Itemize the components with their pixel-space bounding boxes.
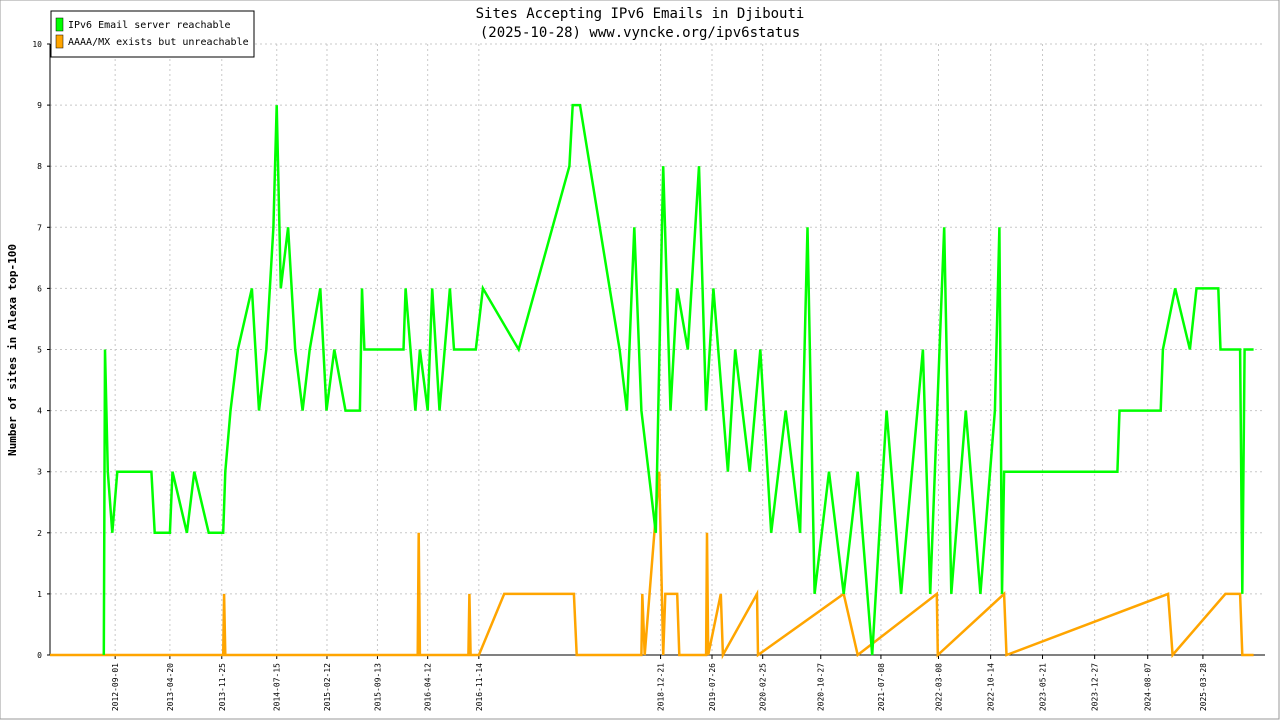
x-tick-label: 2015-02-12 [323,663,332,711]
y-tick-label: 4 [37,407,42,416]
y-axis-label: Number of sites in Alexa top-100 [6,244,19,456]
y-tick-label: 5 [37,346,42,355]
x-tick-label: 2019-07-26 [708,663,717,711]
chart-subtitle: (2025-10-28) www.vyncke.org/ipv6status [480,25,800,41]
y-tick-label: 9 [37,101,42,110]
y-tick-label: 7 [37,223,42,232]
x-tick-label: 2024-08-07 [1144,663,1153,711]
x-tick-label: 2014-07-15 [273,663,282,711]
y-tick-label: 2 [37,529,42,538]
x-tick-label: 2023-12-27 [1091,663,1100,711]
x-tick-label: 2020-10-27 [817,663,826,711]
legend-label: AAAA/MX exists but unreachable [68,37,249,48]
x-tick-label: 2020-02-25 [759,663,768,711]
legend-label: IPv6 Email server reachable [68,20,231,31]
x-tick-label: 2015-09-13 [373,663,382,711]
chart-title: Sites Accepting IPv6 Emails in Djibouti [476,6,805,22]
x-tick-label: 2022-03-08 [935,663,944,711]
x-tick-label: 2023-05-21 [1039,663,1048,711]
series-line [50,471,1254,660]
y-tick-label: 6 [37,284,42,293]
x-tick-label: 2018-12-21 [657,663,666,711]
y-tick-label: 3 [37,468,42,477]
x-tick-label: 2025-03-28 [1199,663,1208,711]
y-tick-label: 8 [37,162,42,171]
legend-box [50,10,255,58]
x-tick-label: 2016-11-14 [475,663,484,711]
x-tick-label: 2022-10-14 [987,663,996,711]
legend-swatch [55,34,64,49]
legend-swatch [55,17,64,32]
series-line [102,103,1254,656]
x-tick-label: 2013-11-25 [218,663,227,711]
y-tick-label: 1 [37,590,42,599]
y-tick-label: 0 [37,651,42,660]
x-tick-label: 2021-07-08 [877,663,886,711]
y-tick-label: 10 [32,40,42,49]
x-tick-label: 2013-04-20 [166,663,175,711]
x-tick-label: 2016-04-12 [424,663,433,711]
x-tick-label: 2012-09-01 [111,663,120,711]
